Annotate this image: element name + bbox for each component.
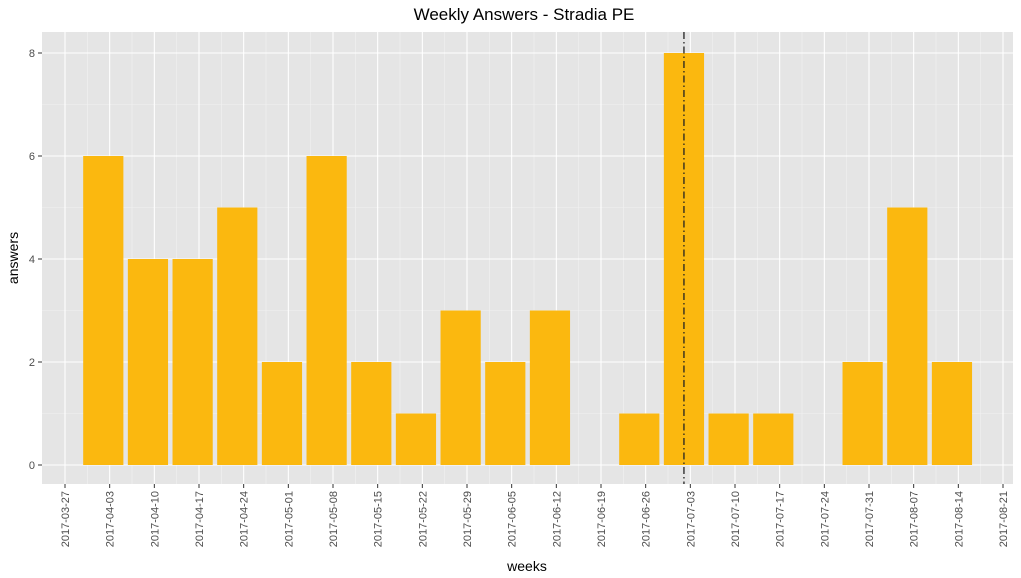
bar bbox=[261, 362, 303, 465]
bar bbox=[217, 207, 258, 465]
y-tick-label: 0 bbox=[29, 460, 35, 472]
y-tick-label: 4 bbox=[29, 254, 35, 266]
y-tick-label: 8 bbox=[29, 48, 35, 60]
bar bbox=[83, 156, 124, 465]
x-tick-label: 2017-06-12 bbox=[551, 491, 563, 547]
bar bbox=[351, 362, 392, 465]
x-tick-label: 2017-04-17 bbox=[194, 491, 206, 547]
bars bbox=[83, 53, 973, 465]
bar bbox=[172, 259, 213, 465]
bar bbox=[440, 310, 481, 465]
x-tick-label: 2017-04-10 bbox=[149, 491, 161, 547]
x-tick-label: 2017-04-24 bbox=[239, 491, 251, 547]
y-tick-label: 6 bbox=[29, 151, 35, 163]
bar bbox=[842, 362, 883, 465]
x-tick-label: 2017-04-03 bbox=[105, 491, 117, 547]
bar bbox=[395, 413, 437, 465]
y-axis: 0 2 4 6 8 bbox=[29, 48, 42, 472]
bar bbox=[127, 259, 169, 465]
x-tick-label: 2017-07-17 bbox=[775, 491, 787, 547]
bar bbox=[619, 413, 660, 465]
x-tick-label: 2017-07-31 bbox=[864, 491, 876, 547]
x-tick-label: 2017-05-08 bbox=[328, 491, 340, 547]
x-tick-label: 2017-08-07 bbox=[909, 491, 921, 547]
bar bbox=[931, 362, 973, 465]
x-tick-label: 2017-05-15 bbox=[373, 491, 385, 547]
x-tick-label: 2017-07-24 bbox=[819, 491, 831, 547]
x-tick-label: 2017-06-05 bbox=[507, 491, 519, 547]
x-tick-label: 2017-08-21 bbox=[998, 491, 1010, 547]
x-tick-label: 2017-06-19 bbox=[596, 491, 608, 547]
bar bbox=[708, 413, 749, 465]
y-axis-title: answers bbox=[5, 232, 21, 284]
x-tick-label: 2017-07-03 bbox=[685, 491, 697, 547]
x-tick-label: 2017-08-14 bbox=[953, 491, 965, 547]
y-tick-label: 2 bbox=[29, 357, 35, 369]
x-tick-label: 2017-05-29 bbox=[462, 491, 474, 547]
bar bbox=[529, 310, 571, 465]
bar bbox=[753, 413, 794, 465]
x-tick-label: 2017-05-01 bbox=[283, 491, 295, 547]
x-axis-title: weeks bbox=[506, 558, 547, 574]
bar bbox=[485, 362, 526, 465]
x-tick-label: 2017-06-26 bbox=[641, 491, 653, 547]
x-tick-label: 2017-07-10 bbox=[730, 491, 742, 547]
x-tick-label: 2017-03-27 bbox=[60, 491, 72, 547]
chart-title: Weekly Answers - Stradia PE bbox=[414, 5, 635, 24]
x-tick-label: 2017-05-22 bbox=[417, 491, 429, 547]
bar bbox=[306, 156, 347, 465]
bar bbox=[887, 207, 928, 465]
x-axis: 2017-03-27 2017-04-03 2017-04-10 2017-04-17… bbox=[60, 484, 1010, 547]
